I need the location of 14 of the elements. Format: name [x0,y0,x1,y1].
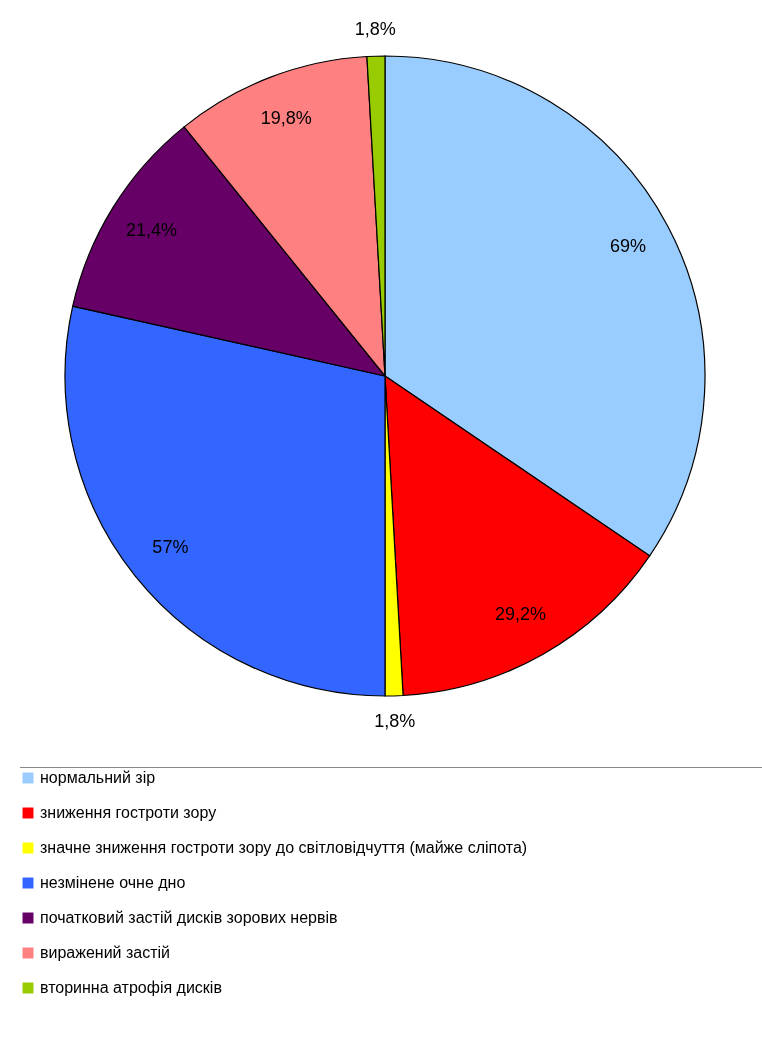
data-label: 1,8% [354,19,396,40]
data-label: 21,4% [125,219,177,240]
data-label: 57% [152,536,189,557]
legend-label: початковий застій дисків зорових нервів [40,909,338,926]
data-label: 29,2% [494,604,547,625]
legend-label: нормальний зір [40,769,156,786]
data-label: 19,8% [260,108,312,129]
legend-label: незмінене очне дно [40,874,186,891]
legend-label: зниження гостроти зору [40,804,217,821]
data-label: 1,8% [374,710,416,731]
data-label: 69% [610,236,647,257]
legend-label: виражений застій [40,944,171,961]
legend-label: вторинна атрофія дисків [40,979,222,996]
legend-label: значне зниження гостроти зору до світловідчуття (майже сліпота) [40,839,528,856]
